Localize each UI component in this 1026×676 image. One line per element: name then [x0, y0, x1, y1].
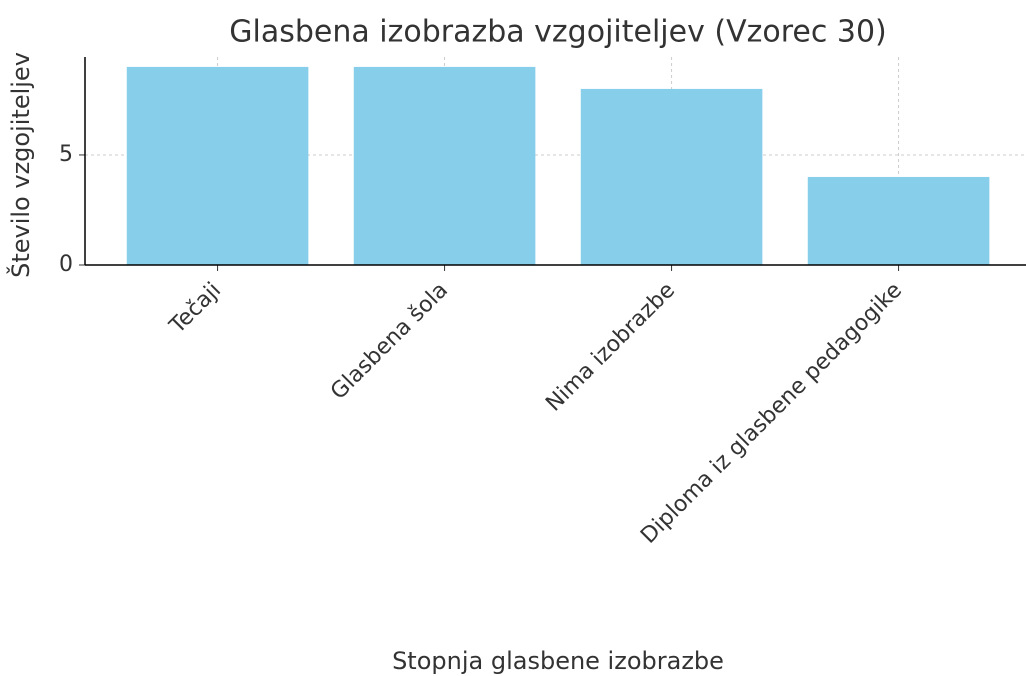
y-tick-label: 0 — [59, 252, 73, 277]
bar — [126, 66, 309, 266]
y-tick-label: 5 — [59, 142, 73, 167]
bar — [353, 66, 536, 266]
y-axis-label: Število vzgojiteljev — [5, 52, 35, 278]
chart-title: Glasbena izobrazba vzgojiteljev (Vzorec … — [229, 15, 887, 50]
bar — [580, 88, 763, 265]
x-axis-label: Stopnja glasbene izobrazbe — [392, 647, 724, 675]
x-tick-label: Tečaji — [165, 278, 227, 340]
x-tick-label: Diploma iz glasbene pedagogike — [636, 278, 907, 549]
bar — [807, 176, 990, 265]
x-tick-label: Nima izobrazbe — [541, 278, 680, 417]
x-tick-label: Glasbena šola — [326, 278, 453, 405]
